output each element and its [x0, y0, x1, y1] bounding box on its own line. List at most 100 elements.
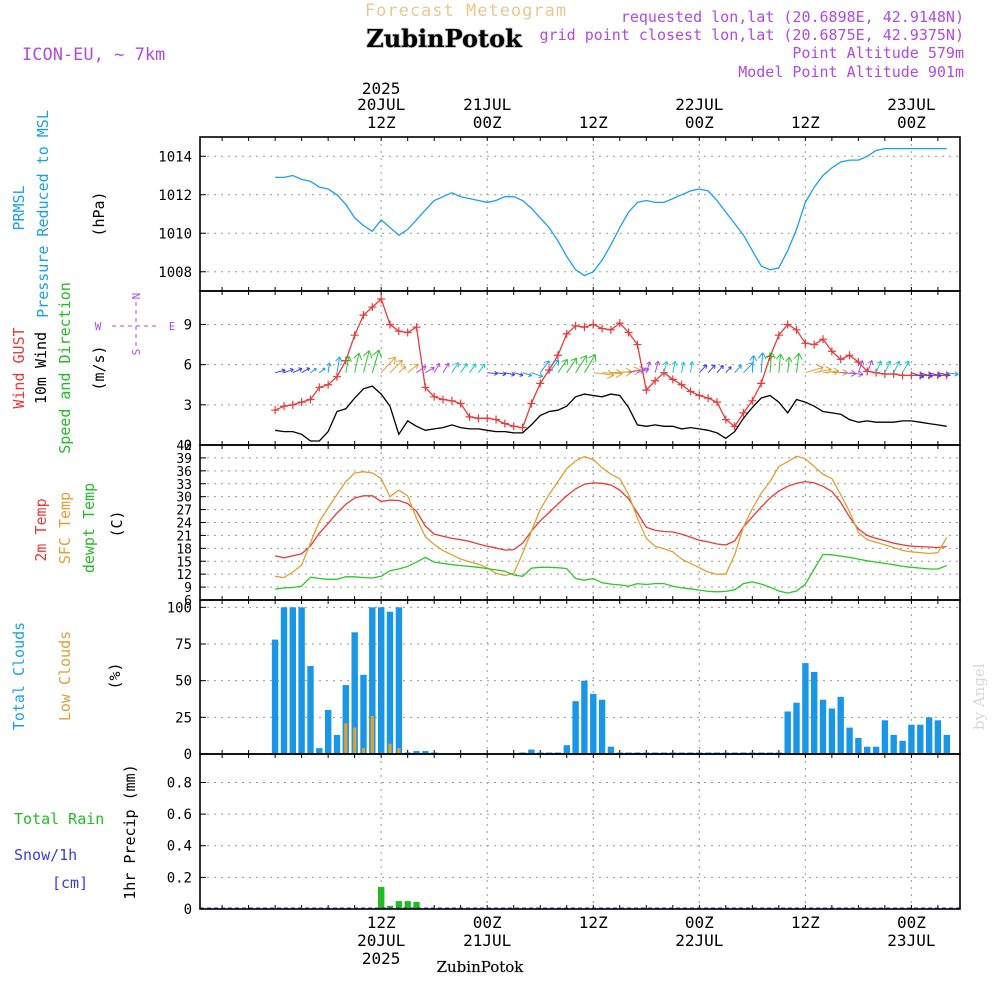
gust-marker [801, 339, 810, 348]
top-hour-label: 12Z [791, 113, 820, 132]
precipitation-ytick-label: 0 [184, 902, 192, 918]
wind-arrow-head [663, 361, 669, 366]
wind-arrow [849, 372, 864, 376]
wind-arrow [920, 372, 933, 378]
clouds-bar-total-clouds [386, 611, 394, 754]
wind-panel: 0 3 6 9 [184, 290, 961, 454]
temperature-ytick-label: 12 [176, 568, 192, 583]
compass-n: N [130, 293, 143, 300]
gust-marker [606, 325, 615, 334]
clouds-bar-total-clouds [369, 607, 376, 754]
gust-marker [624, 328, 633, 337]
wind-arrow-head [298, 367, 303, 372]
clouds-bar-low-clouds [388, 743, 392, 754]
cloud-unit: (%) [106, 662, 124, 689]
wind-arrow [902, 360, 910, 373]
wind-arrow [557, 359, 568, 373]
wind-arrow [805, 366, 824, 374]
wind-arrow-head [570, 357, 578, 365]
wind-arrow [539, 360, 550, 373]
closest-coords: grid point closest lon,lat (20.6875E, 42… [540, 26, 964, 44]
clouds-bar-total-clouds [422, 751, 429, 754]
wind-arrow [663, 361, 668, 373]
wind-arrow [292, 368, 303, 374]
gust-marker [500, 419, 509, 428]
wind-arrow-head [402, 365, 407, 370]
precipitation-bar-total-rain [386, 905, 394, 909]
wind-arrow-head [766, 351, 776, 359]
clouds-bar-total-clouds [837, 696, 844, 754]
bottom-date-label: 23JUL [887, 931, 935, 950]
gust-marker [394, 327, 403, 336]
clouds-bar-total-clouds [280, 607, 288, 754]
gust-marker [810, 340, 819, 349]
clouds-bar-total-clouds [607, 746, 615, 754]
precipitation-bar-total-rain [413, 901, 420, 909]
clouds-bar-total-clouds [598, 699, 606, 754]
top-hour-label: 00Z [685, 113, 714, 132]
wind-arrow [698, 364, 708, 374]
wind-arrow [566, 357, 578, 373]
wind-arrow [681, 361, 685, 373]
wind-arrow-head [785, 356, 793, 363]
gust-marker [465, 412, 474, 421]
clouds-bar-total-clouds [943, 734, 950, 754]
wind-arrow-head [306, 367, 311, 372]
bottom-date-label: 21JUL [463, 931, 511, 950]
wind-arrow [336, 356, 341, 373]
gust-marker [615, 319, 624, 328]
wind-arrow-head [362, 350, 373, 359]
gust-marker [527, 399, 536, 408]
wind-arrow [654, 361, 659, 373]
temperature-ytick-label: 21 [176, 529, 192, 544]
wind-arrow-head [335, 356, 343, 363]
pressure-ytick-label: 1012 [158, 188, 192, 204]
temperature-series-dewpt-temp [275, 553, 947, 594]
wind-arrow-head [463, 362, 468, 368]
gust-marker [907, 371, 916, 380]
wind-arrow [318, 367, 326, 374]
top-year-label: 2025 [362, 79, 401, 98]
wind-arrow-head [421, 365, 427, 371]
wind-arrow-head [654, 360, 661, 366]
clouds-bar-total-clouds [890, 734, 897, 754]
temperature-ytick-label: 24 [176, 517, 192, 532]
clouds-ytick-label: 25 [175, 710, 192, 726]
wind-arrow-head [728, 366, 732, 370]
gust-marker [271, 406, 280, 415]
clouds-bar-total-clouds [307, 666, 314, 754]
clouds-bar-total-clouds [342, 685, 349, 754]
wind-arrow-head [561, 358, 568, 366]
clouds-bar-total-clouds [899, 740, 906, 754]
precipitation-bar-total-rain [378, 886, 385, 909]
temperature-ytick-label: 39 [176, 452, 192, 467]
wind-arrow-head [519, 372, 524, 377]
plot-area: 1008101010121014036969121518212427303336… [158, 79, 961, 968]
wind-arrow [760, 352, 764, 373]
clouds-bar-total-clouds [413, 751, 420, 754]
gust-marker [439, 395, 448, 404]
wind-arrow [513, 372, 524, 376]
precipitation-ytick-label: 0.2 [167, 870, 192, 886]
clouds-ytick-label: 50 [175, 674, 192, 690]
wind-arrow [442, 362, 450, 373]
clouds-bar-total-clouds [289, 607, 296, 754]
bottom-date-label: 20JUL [357, 931, 405, 950]
wind-arrow-head [737, 364, 742, 369]
precip-unit: 1hr Precip (mm) [121, 764, 139, 899]
wind-arrow [583, 354, 596, 373]
low-cloud-label: Low Clouds [56, 631, 74, 721]
t2m-label: 2m Temp [32, 498, 50, 561]
bottom-hour-label: 00Z [473, 913, 502, 932]
precipitation-ytick-label: 0.8 [167, 775, 192, 791]
wind-arrow [689, 361, 693, 373]
clouds-bar-total-clouds [298, 607, 305, 754]
clouds-bar-total-clouds [395, 607, 403, 754]
temperature-ytick-label: 36 [176, 465, 192, 480]
clouds-bar-low-clouds [361, 748, 366, 754]
temp-labels: 2m Temp SFC Temp dewpt Temp (C) [32, 483, 126, 573]
wind-arrow-head [538, 372, 544, 379]
clouds-bar-total-clouds [784, 711, 791, 754]
gust-marker [739, 408, 748, 417]
